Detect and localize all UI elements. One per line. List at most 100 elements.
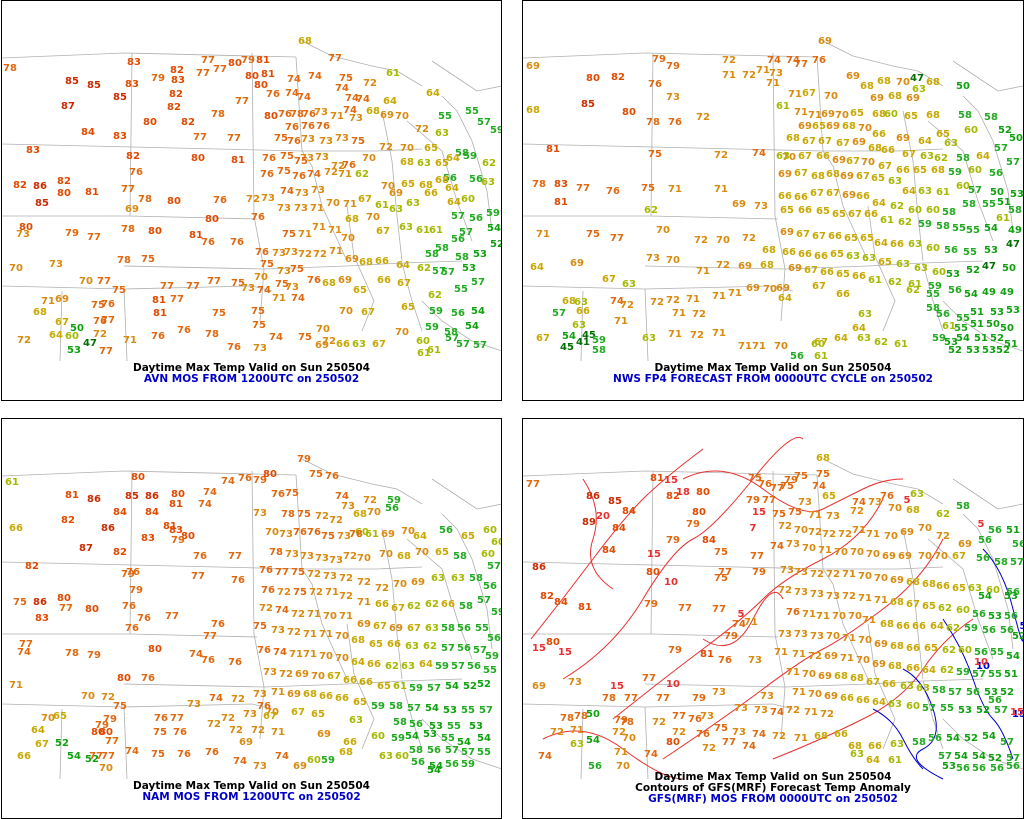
station-temp-label: 58 — [994, 557, 1008, 568]
state-boundary-line — [772, 470, 786, 740]
station-temp-label: 78 — [205, 329, 219, 340]
station-temp-label: 55 — [954, 323, 968, 334]
station-temp-label: 53 — [469, 721, 483, 732]
station-temp-label: 70 — [858, 635, 872, 646]
station-temp-label: 80 — [91, 727, 105, 738]
station-temp-label: 73 — [734, 703, 748, 714]
anomaly-contour-label: 5 — [978, 519, 985, 530]
station-temp-label: 61 — [936, 187, 950, 198]
state-boundaries — [2, 458, 501, 780]
station-temp-label: 62 — [425, 599, 439, 610]
station-temp-label: 75 — [351, 136, 365, 147]
station-temp-label: 72 — [716, 260, 730, 271]
anomaly-contour-label: 10 — [976, 661, 990, 672]
station-temp-label: 58 — [453, 551, 467, 562]
station-temp-label: 71 — [338, 169, 352, 180]
station-temp-label: 58 — [936, 221, 950, 232]
station-temp-label: 71 — [862, 615, 876, 626]
anomaly-contour-label: 15 — [1012, 709, 1024, 720]
station-temp-label: 74 — [209, 693, 223, 704]
station-temp-label: 75 — [231, 278, 245, 289]
station-temp-label: 73 — [300, 551, 314, 562]
station-temp-label: 64 — [396, 260, 410, 271]
state-boundary-line — [263, 678, 463, 688]
station-temp-label: 71 — [794, 107, 808, 118]
station-temp-label: 72 — [652, 717, 666, 728]
station-temp-label: 79 — [668, 645, 682, 656]
station-temp-label: 78 — [65, 648, 79, 659]
station-temp-label: 67 — [846, 156, 860, 167]
station-temp-label: 70 — [861, 157, 875, 168]
station-temp-label: 78 — [3, 63, 17, 74]
station-temp-label: 72 — [363, 78, 377, 89]
station-temp-label: 68 — [786, 133, 800, 144]
station-temp-label: 72 — [331, 161, 345, 172]
station-temp-label: 55 — [963, 247, 977, 258]
station-temp-label: 76 — [173, 727, 187, 738]
station-temp-label: 58 — [984, 112, 998, 123]
station-temp-label: 62 — [428, 290, 442, 301]
station-temp-label: 73 — [241, 283, 255, 294]
station-temp-label: 55 — [988, 669, 1002, 680]
station-temp-label: 77 — [170, 294, 184, 305]
station-temp-label: 70 — [774, 341, 788, 352]
station-temp-label: 72 — [357, 577, 371, 588]
station-temp-label: 66 — [834, 729, 848, 740]
station-temp-label: 73 — [810, 589, 824, 600]
station-temp-label: 72 — [343, 551, 357, 562]
station-temp-label: 53 — [942, 761, 956, 772]
station-temp-label: 76 — [307, 275, 321, 286]
station-temp-label: 73 — [295, 188, 309, 199]
station-temp-label: 67 — [810, 188, 824, 199]
station-temp-label: 47 — [982, 261, 996, 272]
station-temp-label: 75 — [294, 156, 308, 167]
station-temp-label: 75 — [113, 701, 127, 712]
station-temp-label: 71 — [319, 629, 333, 640]
station-temp-label: 67 — [358, 194, 372, 205]
station-temp-label: 73 — [263, 667, 277, 678]
station-temp-label: 73 — [253, 508, 267, 519]
station-temp-label: 62 — [482, 158, 496, 169]
station-temp-label: 77 — [201, 55, 215, 66]
station-temp-label: 72 — [714, 150, 728, 161]
station-temp-label: 70 — [622, 733, 636, 744]
state-boundary-line — [952, 478, 1023, 510]
station-temp-label: 67 — [826, 188, 840, 199]
station-temp-label: 68 — [359, 257, 373, 268]
station-temp-label: 69 — [380, 110, 394, 121]
station-temp-label: 69 — [780, 227, 794, 238]
station-temp-label: 67 — [818, 136, 832, 147]
station-temp-label: 47 — [83, 338, 97, 349]
state-boundary-line — [822, 40, 944, 87]
station-temp-label: 77 — [750, 551, 764, 562]
state-boundary-line — [346, 205, 375, 332]
station-temp-label: 65 — [850, 108, 864, 119]
anomaly-contour-warm — [702, 591, 784, 647]
station-temp-label: 71 — [328, 225, 342, 236]
station-temp-label: 63 — [888, 699, 902, 710]
station-temp-label: 71 — [339, 611, 353, 622]
station-temp-label: 78 — [646, 117, 660, 128]
station-temp-label: 67 — [952, 551, 966, 562]
station-temp-label: 60 — [65, 331, 79, 342]
station-temp-label: 61 — [942, 321, 956, 332]
station-temp-label: 75 — [641, 183, 655, 194]
station-temp-label: 64 — [922, 665, 936, 676]
station-temp-label: 52 — [988, 753, 1002, 764]
station-temp-label: 76 — [259, 565, 273, 576]
station-temp-label: 66 — [852, 271, 866, 282]
state-boundary-line — [431, 478, 501, 510]
station-temp-label: 81 — [163, 521, 177, 532]
station-temp-label: 71 — [298, 229, 312, 240]
station-temp-label: 58 — [912, 737, 926, 748]
station-temp-label: 69 — [776, 283, 790, 294]
state-boundary-line — [523, 285, 794, 292]
station-temp-label: 81 — [554, 197, 568, 208]
station-temp-label: 70 — [339, 306, 353, 317]
station-temp-label: 59 — [463, 151, 477, 162]
station-temp-label: 75 — [780, 481, 794, 492]
station-temp-label: 80 — [191, 153, 205, 164]
station-temp-label: 84 — [602, 545, 616, 556]
anomaly-contour-cool — [942, 618, 1014, 760]
station-temp-label: 51 — [1004, 339, 1018, 350]
